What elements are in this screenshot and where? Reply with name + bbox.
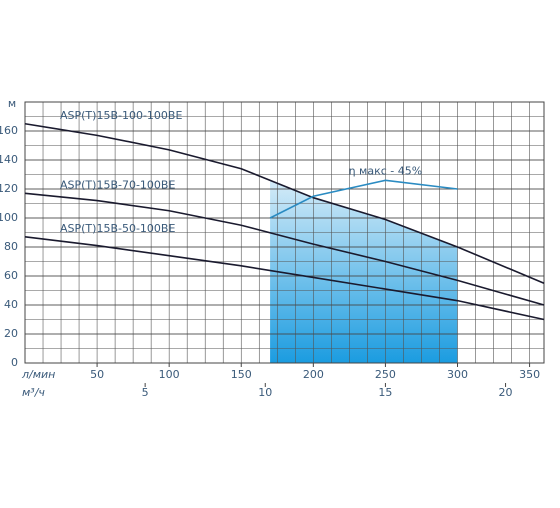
y-tick-label: 160 bbox=[0, 124, 18, 137]
curve-label: ASP(T)15B-100-100BE bbox=[60, 109, 182, 122]
x-unit: л/мин bbox=[21, 368, 55, 381]
x2-tick-label: 15 bbox=[378, 386, 392, 399]
y-tick-label: 120 bbox=[0, 182, 18, 195]
curve bbox=[24, 192, 545, 306]
curve bbox=[24, 122, 545, 284]
x-tick-label: 50 bbox=[90, 368, 104, 381]
y-tick-label: 80 bbox=[4, 240, 18, 253]
x-tick-label: 150 bbox=[231, 368, 252, 381]
curve bbox=[24, 236, 545, 321]
x2-tick-label: 5 bbox=[142, 386, 149, 399]
y-tick-label: 140 bbox=[0, 153, 18, 166]
y-tick-label: 0 bbox=[11, 356, 18, 369]
plot-frame bbox=[24, 101, 545, 364]
x-tick-label: 250 bbox=[375, 368, 396, 381]
y-tick-label: 40 bbox=[4, 298, 18, 311]
y-tick-label: 20 bbox=[4, 327, 18, 340]
operating-range bbox=[270, 180, 458, 363]
y-unit: м bbox=[8, 97, 16, 110]
x2-tick-label: 10 bbox=[258, 386, 272, 399]
y-tick-label: 60 bbox=[4, 269, 18, 282]
x-tick-label: 100 bbox=[159, 368, 180, 381]
x-tick-label: 350 bbox=[519, 368, 540, 381]
x2-unit: м³/ч bbox=[22, 386, 45, 399]
x-tick-label: 200 bbox=[303, 368, 324, 381]
curve-label: ASP(T)15B-70-100BE bbox=[60, 178, 175, 191]
efficiency-label: η макс - 45% bbox=[349, 164, 423, 177]
y-tick-label: 100 bbox=[0, 211, 18, 224]
x-tick-label: 300 bbox=[447, 368, 468, 381]
curve-label: ASP(T)15B-50-100BE bbox=[60, 222, 175, 235]
efficiency-curve bbox=[269, 179, 458, 219]
x2-tick-label: 20 bbox=[499, 386, 513, 399]
